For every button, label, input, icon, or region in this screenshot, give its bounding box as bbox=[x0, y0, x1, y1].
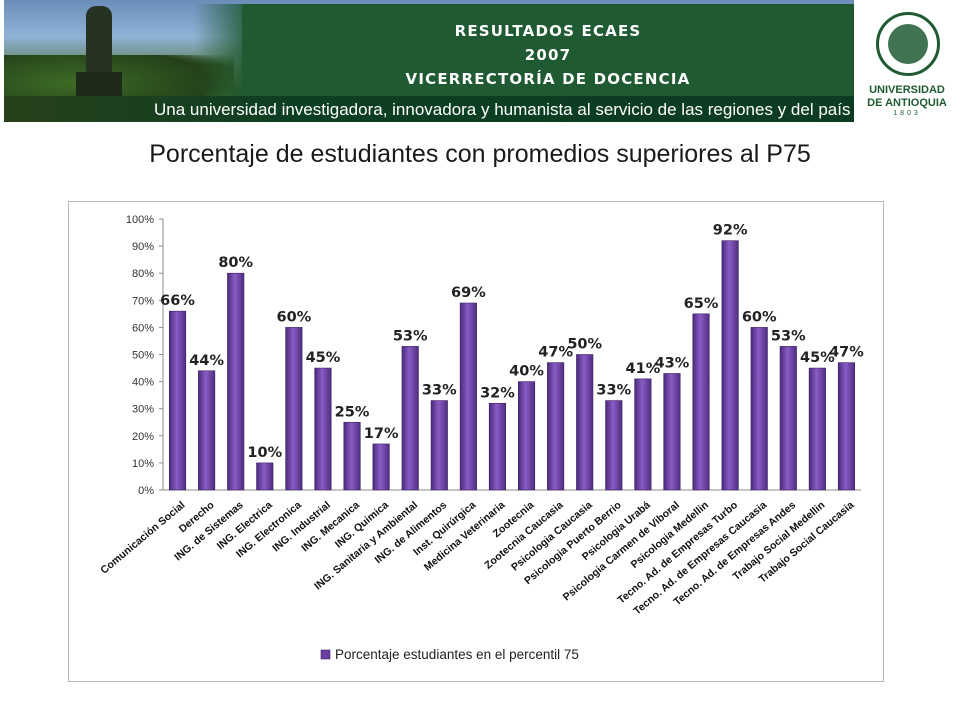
data-label: 45% bbox=[306, 350, 341, 366]
bar bbox=[692, 313, 710, 491]
bar bbox=[576, 354, 594, 491]
slide-title: Porcentaje de estudiantes con promedios … bbox=[149, 140, 811, 168]
data-label: 45% bbox=[800, 350, 835, 366]
bar bbox=[459, 302, 477, 491]
data-label: 65% bbox=[684, 296, 719, 312]
x-tick-label: Comunicación Social bbox=[98, 499, 187, 577]
bar bbox=[227, 272, 245, 491]
bar-chart: 0% 10% 20% 30% 40% 50% 60% 70% 80% 90% 100% 66% Comu… bbox=[98, 214, 864, 662]
banner-statue-image bbox=[86, 6, 112, 76]
bar bbox=[663, 373, 681, 491]
bar bbox=[343, 421, 361, 491]
bar bbox=[198, 370, 216, 491]
banner-title-line2: 2007 bbox=[524, 46, 572, 64]
legend-swatch bbox=[320, 649, 331, 660]
data-label: 33% bbox=[422, 383, 457, 399]
data-label: 66% bbox=[160, 293, 195, 309]
data-label: 43% bbox=[655, 355, 690, 371]
y-tick-label: 100% bbox=[126, 214, 154, 226]
bar bbox=[808, 367, 826, 491]
bar bbox=[721, 240, 739, 491]
banner-tagline: Una universidad investigadora, innovador… bbox=[154, 100, 851, 119]
data-label: 47% bbox=[538, 345, 573, 361]
bar bbox=[517, 381, 536, 491]
banner-title-panel bbox=[242, 4, 854, 96]
university-seal-icon bbox=[876, 12, 940, 76]
data-label: 47% bbox=[829, 345, 864, 361]
bar bbox=[634, 378, 652, 491]
bar bbox=[372, 443, 390, 491]
data-label: 92% bbox=[713, 223, 748, 239]
data-label: 32% bbox=[480, 385, 515, 401]
bar bbox=[256, 462, 274, 491]
y-tick-label: 90% bbox=[132, 241, 154, 253]
logo-text-line1: UNIVERSIDAD bbox=[869, 84, 945, 96]
y-tick-label: 30% bbox=[132, 404, 154, 416]
data-label: 53% bbox=[771, 328, 806, 344]
legend-label: Porcentaje estudiantes en el percentil 7… bbox=[335, 647, 579, 662]
banner-title-line1: RESULTADOS ECAES bbox=[454, 22, 642, 40]
data-label: 60% bbox=[277, 309, 312, 325]
data-label: 17% bbox=[364, 426, 399, 442]
y-tick-label: 70% bbox=[132, 295, 154, 307]
bar bbox=[430, 400, 448, 491]
y-tick-label: 10% bbox=[132, 458, 154, 470]
data-label: 50% bbox=[567, 337, 602, 353]
y-tick-label: 0% bbox=[138, 485, 154, 497]
data-label: 10% bbox=[247, 445, 282, 461]
bar bbox=[285, 327, 303, 491]
data-label: 60% bbox=[742, 309, 777, 325]
data-label: 69% bbox=[451, 285, 486, 301]
data-label: 44% bbox=[189, 353, 224, 369]
bar bbox=[401, 346, 419, 491]
banner-title-line3: VICERRECTORÍA DE DOCENCIA bbox=[405, 70, 691, 88]
bar bbox=[837, 362, 856, 491]
university-seal-center bbox=[888, 24, 928, 64]
banner-tagline-bar bbox=[4, 96, 960, 122]
bar bbox=[314, 367, 332, 491]
y-tick-label: 60% bbox=[132, 322, 154, 334]
logo-text-line3: 1803 bbox=[893, 110, 921, 117]
data-label: 25% bbox=[335, 404, 370, 420]
data-label: 80% bbox=[218, 255, 253, 271]
y-tick-label: 50% bbox=[132, 350, 154, 362]
y-tick-label: 80% bbox=[132, 268, 154, 280]
bar bbox=[488, 402, 507, 491]
bar bbox=[750, 327, 768, 491]
data-label: 53% bbox=[393, 328, 428, 344]
bar bbox=[168, 310, 187, 491]
logo-text-line2: DE ANTIOQUIA bbox=[867, 97, 947, 109]
data-label: 33% bbox=[596, 383, 631, 399]
bar bbox=[779, 346, 797, 491]
y-tick-label: 40% bbox=[132, 377, 154, 389]
data-label: 40% bbox=[509, 364, 544, 380]
bar bbox=[547, 362, 565, 491]
header-banner: RESULTADOS ECAES 2007 VICERRECTORÍA DE D… bbox=[4, 0, 960, 122]
data-label: 41% bbox=[626, 361, 661, 377]
bar bbox=[605, 400, 623, 491]
y-tick-label: 20% bbox=[132, 431, 154, 443]
